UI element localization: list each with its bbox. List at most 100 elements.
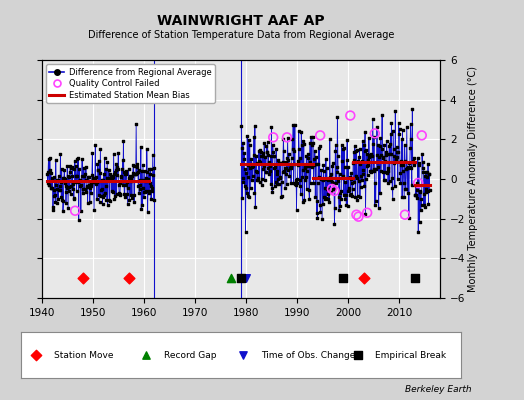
Point [381,169,390,175]
Point [102,166,110,172]
Point [410,155,418,161]
Point [273,181,281,188]
Point [144,208,152,215]
Point [239,352,247,358]
Point [77,182,85,188]
Point [94,167,102,173]
Point [376,135,385,142]
Point [299,138,307,144]
Point [385,143,394,150]
Point [388,185,397,191]
Point [97,177,106,183]
Point [354,193,362,199]
Point [366,152,374,158]
Point [368,116,377,122]
Point [411,192,419,198]
Point [387,120,396,126]
Point [254,175,262,181]
Point [287,164,296,171]
Point [395,131,403,137]
Point [122,171,130,178]
Point [336,203,345,210]
Point [49,207,57,213]
Point [288,136,297,142]
Point [97,187,105,193]
Point [274,176,282,182]
Point [264,139,272,145]
Point [268,142,277,148]
Point [72,163,80,170]
Point [321,185,329,192]
Point [296,176,304,183]
Point [298,174,307,180]
Point [96,170,104,176]
Point [397,158,406,164]
Point [305,195,313,202]
Point [355,178,363,184]
Point [62,189,71,195]
Point [260,177,269,183]
Point [117,174,125,180]
Point [274,157,282,163]
Point [112,166,120,173]
Point [416,188,424,194]
Point [146,171,155,177]
Point [65,188,73,195]
Point [386,178,394,184]
Text: Berkeley Earth: Berkeley Earth [405,385,472,394]
Point [149,152,157,158]
Point [107,174,115,181]
Point [258,176,266,182]
Point [150,164,158,171]
Point [51,199,60,206]
Point [52,177,61,184]
Point [125,175,133,181]
Point [407,164,416,171]
Point [331,148,340,154]
Point [109,189,117,195]
Point [348,180,356,186]
Point [321,176,330,182]
Point [78,156,86,162]
Point [128,195,136,202]
Point [135,167,143,173]
Point [78,173,86,179]
Point [93,196,101,202]
Point [283,154,291,161]
Point [319,162,328,168]
Point [301,164,310,170]
Point [406,144,414,151]
Point [379,177,388,183]
Point [89,174,97,181]
Point [237,144,246,151]
Point [101,155,109,162]
Text: Record Gap: Record Gap [164,352,216,360]
Point [335,171,344,177]
Point [242,275,250,281]
Point [259,153,267,159]
Point [375,143,384,149]
Point [148,185,156,192]
Point [307,180,315,186]
Point [410,162,419,168]
Point [379,168,388,175]
Point [366,169,375,176]
Point [242,170,250,176]
Point [380,142,388,148]
Point [411,192,419,198]
Point [328,186,336,192]
Point [54,172,63,179]
Point [127,176,135,182]
Point [243,132,252,139]
Point [334,194,343,200]
Point [291,122,299,128]
Point [403,164,411,171]
Point [99,194,107,200]
Point [135,190,144,196]
Point [421,169,430,176]
Point [368,153,376,159]
Point [313,198,321,205]
Point [293,175,301,182]
Point [57,178,65,185]
Point [423,174,431,180]
